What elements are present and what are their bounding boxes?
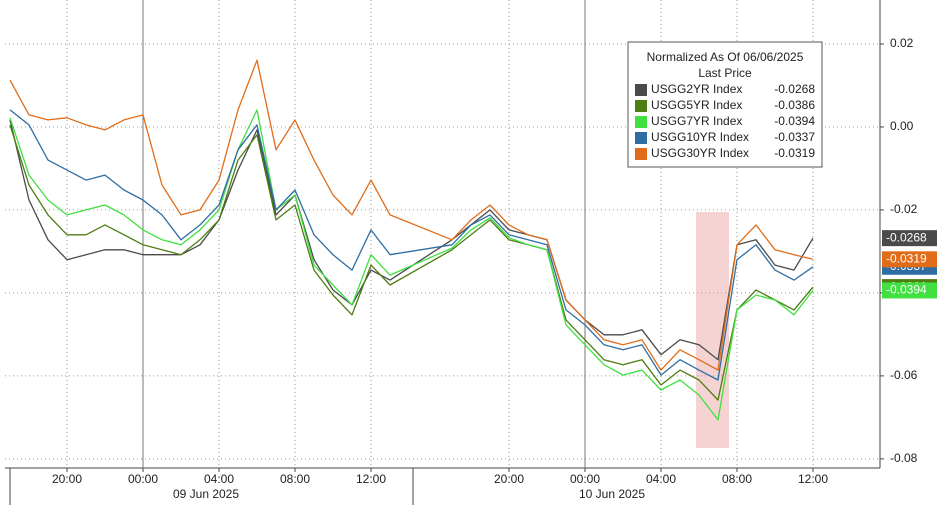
date-label: 10 Jun 2025 — [579, 487, 645, 501]
x-tick-label: 20:00 — [494, 472, 524, 486]
series-line — [9, 124, 814, 401]
y-tick-label: 0.02 — [890, 36, 914, 50]
legend-subtitle: Last Price — [698, 66, 752, 80]
y-tick-label: 0.00 — [890, 119, 914, 133]
series-line — [9, 119, 814, 361]
legend-label: USGG5YR Index — [651, 98, 742, 112]
end-label-box — [882, 282, 937, 299]
y-tick-label: -0.02 — [890, 202, 918, 216]
x-tick-label: 20:00 — [52, 472, 82, 486]
x-tick-label: 00:00 — [570, 472, 600, 486]
legend-value: -0.0386 — [774, 98, 815, 112]
series-line — [9, 59, 814, 371]
x-tick-label: 04:00 — [646, 472, 676, 486]
x-tick-label: 12:00 — [356, 472, 386, 486]
end-label-text: -0.0394 — [886, 283, 927, 297]
end-label: -0.0394 — [882, 282, 937, 299]
end-label: -0.0268 — [882, 230, 937, 247]
legend-label: USGG10YR Index — [651, 130, 749, 144]
legend-value: -0.0268 — [774, 82, 815, 96]
series-line — [9, 109, 814, 421]
legend-label: USGG30YR Index — [651, 146, 749, 160]
x-tick-label: 08:00 — [722, 472, 752, 486]
legend-value: -0.0337 — [774, 130, 815, 144]
legend: Normalized As Of 06/06/2025 Last Price U… — [627, 41, 823, 168]
legend-title: Normalized As Of 06/06/2025 — [647, 50, 804, 64]
legend-swatch — [635, 84, 647, 96]
legend-value: -0.0394 — [774, 114, 815, 128]
legend-swatch — [635, 100, 647, 112]
y-tick-label: -0.08 — [890, 451, 918, 465]
end-label-box — [882, 251, 937, 268]
legend-label: USGG2YR Index — [651, 82, 742, 96]
end-label-box — [882, 230, 937, 247]
series-line — [9, 109, 814, 381]
x-tick-label: 04:00 — [204, 472, 234, 486]
legend-value: -0.0319 — [774, 146, 815, 160]
x-tick-label: 08:00 — [280, 472, 310, 486]
legend-label: USGG7YR Index — [651, 114, 742, 128]
end-label-text: -0.0319 — [886, 251, 927, 265]
end-label-text: -0.0268 — [886, 230, 927, 244]
x-tick-label: 12:00 — [798, 472, 828, 486]
legend-swatch — [635, 132, 647, 144]
x-tick-label: 00:00 — [128, 472, 158, 486]
legend-box — [627, 41, 823, 168]
plot-area — [5, 0, 880, 468]
legend-swatch — [635, 116, 647, 128]
y-tick-label: -0.06 — [890, 368, 918, 382]
end-label: -0.0319 — [882, 251, 937, 268]
legend-swatch — [635, 148, 647, 160]
date-label: 09 Jun 2025 — [173, 487, 239, 501]
